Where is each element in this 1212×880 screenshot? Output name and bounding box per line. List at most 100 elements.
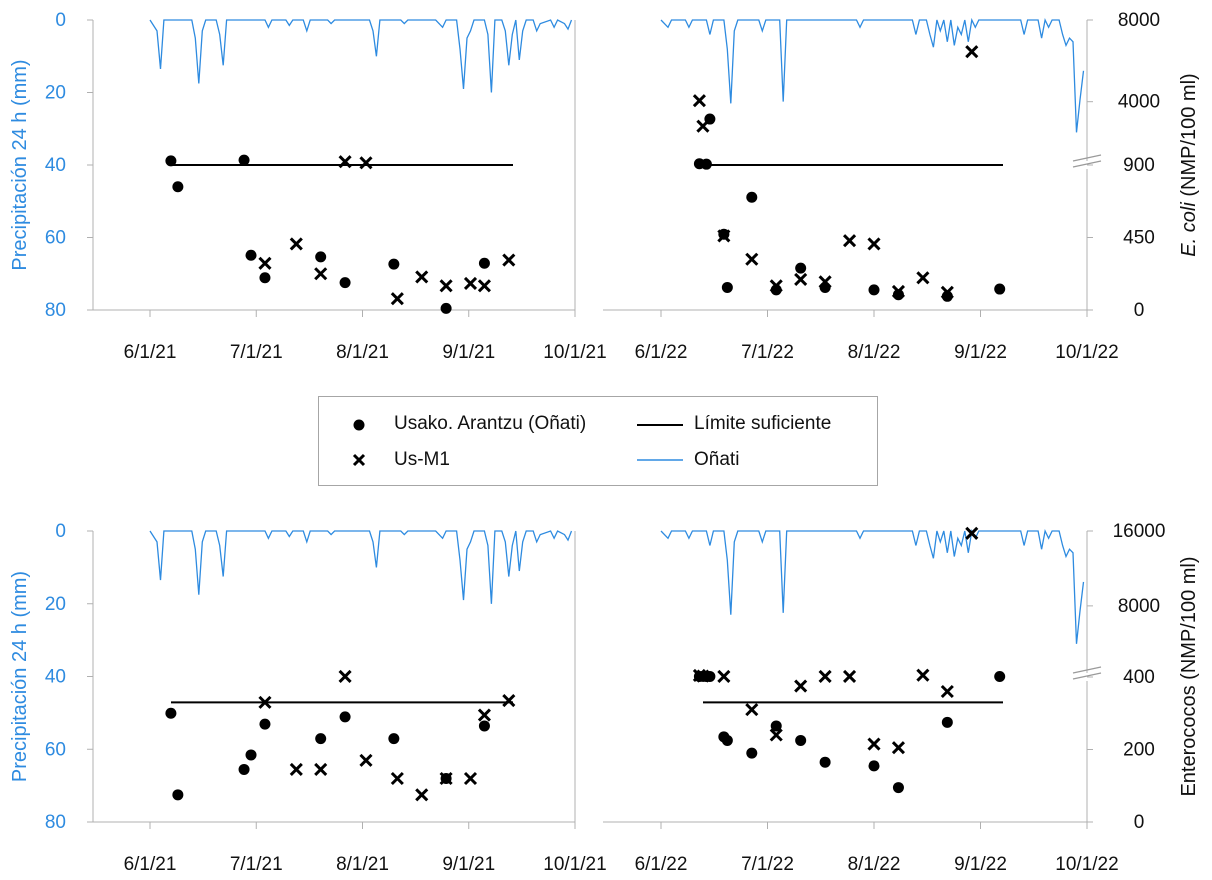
point-usako bbox=[868, 760, 880, 772]
point-usm1 bbox=[891, 741, 906, 755]
left-tick-label: 60 bbox=[45, 228, 66, 249]
point-usm1 bbox=[502, 694, 516, 708]
x-tick-label: 6/1/21 bbox=[124, 854, 177, 875]
x-tick-label: 7/1/22 bbox=[741, 342, 794, 363]
point-usm1 bbox=[338, 669, 352, 684]
point-usako bbox=[238, 154, 250, 166]
point-usako bbox=[721, 281, 733, 293]
point-usako bbox=[819, 756, 831, 768]
point-usm1 bbox=[745, 703, 759, 717]
legend-label-usm1: Us-M1 bbox=[394, 449, 450, 470]
point-usako bbox=[245, 249, 257, 261]
point-usm1 bbox=[916, 271, 930, 285]
point-usako bbox=[339, 277, 351, 289]
legend-symbol-usako bbox=[353, 419, 365, 431]
x-tick-label: 10/1/21 bbox=[543, 854, 606, 875]
point-usm1 bbox=[696, 669, 710, 683]
point-usako bbox=[388, 733, 400, 745]
precip-line-onati-2021 bbox=[149, 19, 573, 93]
left-tick-label: 0 bbox=[55, 10, 66, 31]
point-usm1 bbox=[415, 788, 429, 802]
point-usm1 bbox=[463, 276, 478, 290]
point-usako bbox=[795, 734, 807, 746]
legend-label-onati: Oñati bbox=[694, 449, 740, 470]
point-usm1 bbox=[692, 668, 706, 682]
x-tick-label: 9/1/22 bbox=[954, 854, 1007, 875]
axis-break-mark bbox=[1072, 154, 1102, 168]
right-tick-label: 450 bbox=[1123, 228, 1155, 249]
point-usako bbox=[700, 158, 712, 170]
point-usm1 bbox=[696, 119, 710, 133]
point-usm1 bbox=[717, 229, 731, 243]
point-usako bbox=[172, 789, 184, 801]
point-usm1 bbox=[818, 275, 832, 289]
precip-line-onati-2022 bbox=[660, 528, 1085, 644]
left-tick-label: 0 bbox=[55, 521, 66, 542]
left-tick-label: 80 bbox=[45, 812, 66, 833]
right-tick-label: 8000 bbox=[1118, 10, 1160, 31]
axis-break-mark bbox=[1072, 666, 1102, 680]
point-usako bbox=[994, 283, 1006, 295]
left-tick-label: 40 bbox=[45, 155, 66, 176]
point-usako bbox=[315, 733, 327, 745]
legend-label-usako: Usako. Arantzu (Oñati) bbox=[394, 413, 587, 434]
point-usm1 bbox=[867, 237, 881, 251]
point-usm1 bbox=[258, 256, 272, 270]
point-usm1 bbox=[338, 155, 352, 169]
right-tick-label: 400 bbox=[1123, 667, 1155, 688]
right-tick-label: 0 bbox=[1134, 812, 1145, 833]
point-usm1 bbox=[842, 669, 857, 684]
right-axis-title: Enterococos (NMP/100 ml) bbox=[1178, 556, 1200, 796]
point-usm1 bbox=[359, 753, 373, 767]
point-usako bbox=[172, 181, 184, 193]
point-usm1 bbox=[390, 771, 404, 786]
point-usm1 bbox=[745, 252, 759, 266]
point-usm1 bbox=[916, 668, 930, 682]
point-usm1 bbox=[818, 669, 832, 683]
point-usako bbox=[721, 734, 733, 746]
point-usako bbox=[746, 747, 758, 759]
point-usm1 bbox=[717, 669, 731, 683]
x-tick-label: 10/1/22 bbox=[1055, 854, 1118, 875]
left-axis-title: Precipitación 24 h (mm) bbox=[9, 59, 31, 270]
point-usako bbox=[941, 716, 953, 728]
right-axis-title-rest: (NMP/100 ml) bbox=[1178, 73, 1200, 202]
left-axis-title: Precipitación 24 h (mm) bbox=[9, 571, 31, 782]
point-usm1 bbox=[314, 762, 328, 776]
right-tick-label: 8000 bbox=[1118, 596, 1160, 617]
point-usm1 bbox=[359, 156, 373, 170]
point-usm1 bbox=[794, 272, 808, 286]
precip-line-onati-2021 bbox=[149, 530, 573, 604]
left-tick-label: 60 bbox=[45, 739, 66, 760]
right-tick-label: 16000 bbox=[1113, 521, 1166, 542]
point-usm1 bbox=[769, 279, 783, 293]
point-usm1 bbox=[415, 270, 429, 284]
point-usako bbox=[892, 782, 904, 794]
precip-line-onati-2022 bbox=[660, 17, 1085, 133]
x-tick-label: 7/1/22 bbox=[741, 854, 794, 875]
x-tick-label: 8/1/21 bbox=[336, 342, 389, 363]
x-tick-label: 10/1/22 bbox=[1055, 342, 1118, 363]
point-usako bbox=[478, 720, 490, 732]
x-tick-label: 9/1/22 bbox=[954, 342, 1007, 363]
point-usm1 bbox=[940, 684, 954, 699]
legend: Usako. Arantzu (Oñati) Us-M1 Límite sufi… bbox=[318, 396, 878, 486]
point-usm1 bbox=[692, 94, 706, 108]
legend-label-limit: Límite suficiente bbox=[694, 413, 832, 434]
point-usako bbox=[440, 302, 452, 314]
x-tick-label: 6/1/22 bbox=[635, 342, 688, 363]
x-tick-label: 7/1/21 bbox=[230, 854, 283, 875]
point-usako bbox=[259, 272, 271, 284]
right-axis-title: E. coli (NMP/100 ml) bbox=[1178, 73, 1200, 256]
point-usm1 bbox=[794, 679, 808, 693]
point-usm1 bbox=[842, 234, 857, 248]
point-usako bbox=[259, 718, 271, 730]
left-tick-label: 20 bbox=[45, 83, 66, 104]
point-usm1 bbox=[439, 279, 453, 293]
point-usm1 bbox=[289, 237, 303, 251]
point-usm1 bbox=[289, 762, 303, 776]
right-tick-label: 0 bbox=[1134, 300, 1145, 321]
left-tick-label: 20 bbox=[45, 594, 66, 615]
point-usm1 bbox=[463, 771, 478, 786]
